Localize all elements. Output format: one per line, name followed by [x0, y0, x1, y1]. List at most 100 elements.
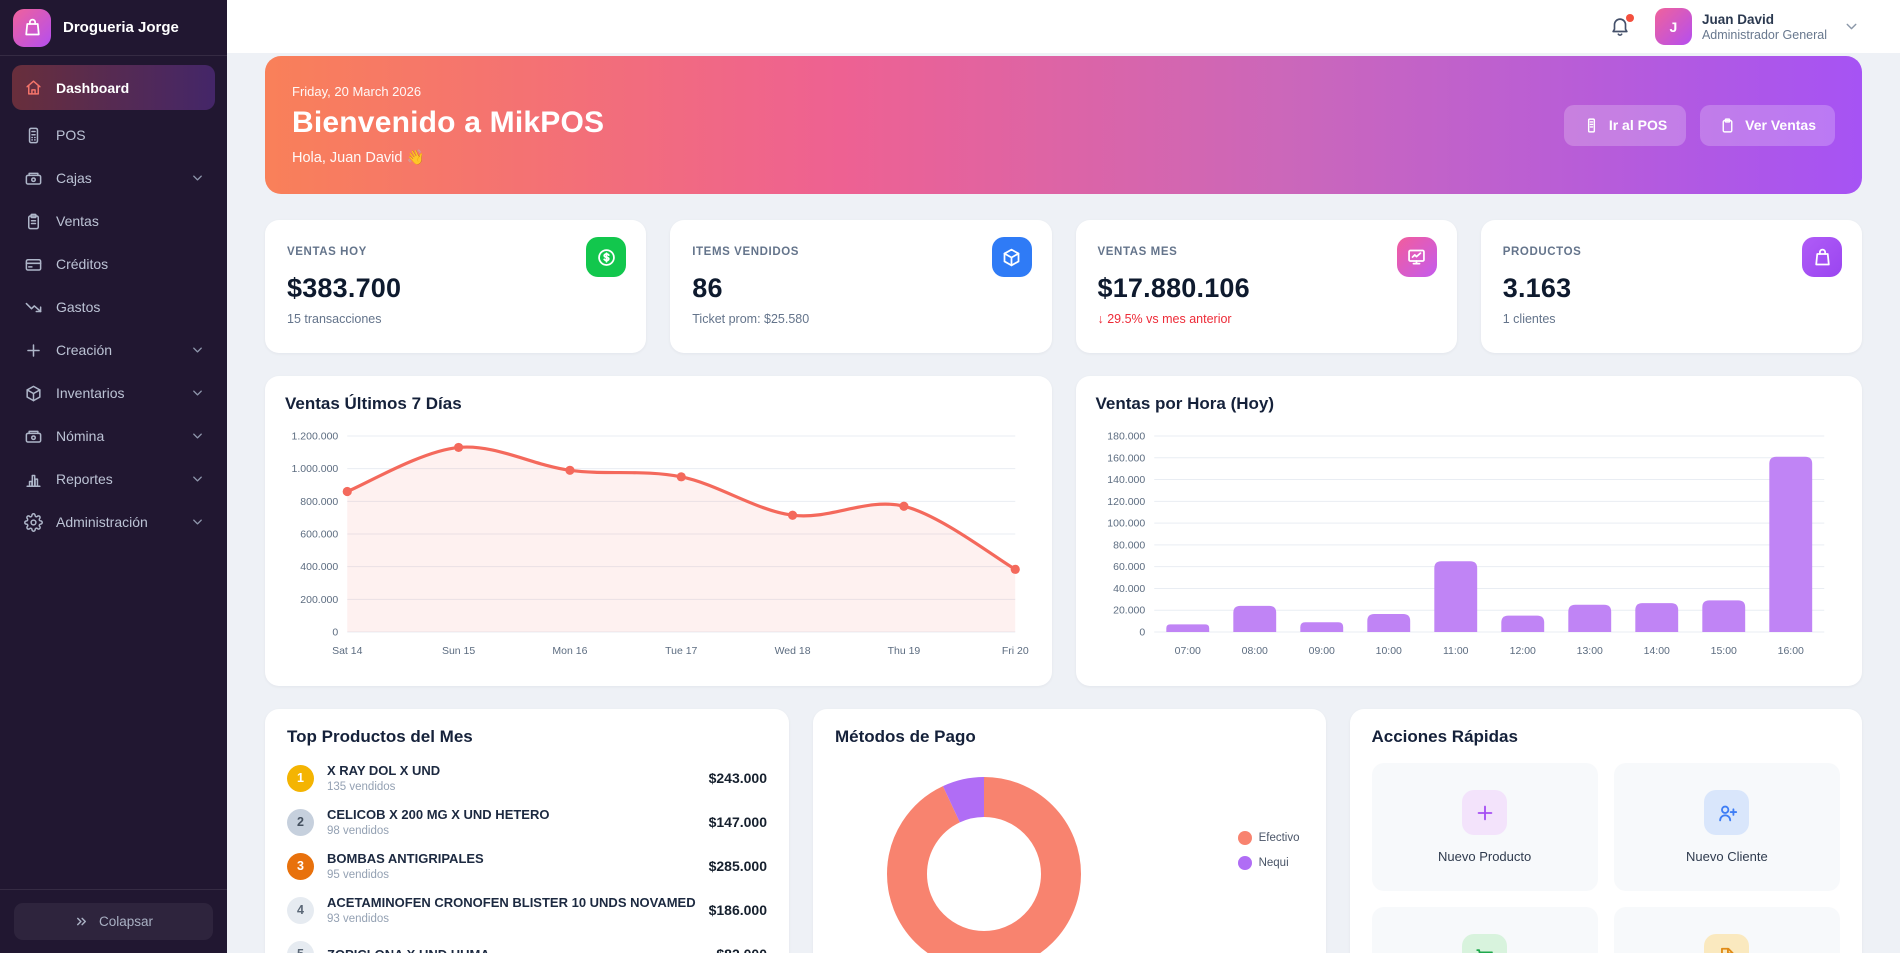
- svg-text:80.000: 80.000: [1113, 539, 1145, 551]
- sidebar-item-label: Gastos: [56, 299, 101, 315]
- product-price: $82.000: [716, 946, 767, 953]
- sidebar-item-cajas[interactable]: Cajas: [12, 158, 215, 198]
- product-info: ACETAMINOFEN CRONOFEN BLISTER 10 UNDS NO…: [327, 895, 696, 925]
- svg-text:15:00: 15:00: [1710, 645, 1736, 657]
- top-products-title: Top Productos del Mes: [287, 727, 473, 746]
- ver-ventas-button[interactable]: Ver Ventas: [1700, 104, 1835, 146]
- svg-text:Wed 18: Wed 18: [775, 645, 811, 657]
- shopping-bag-logo-icon: [13, 8, 51, 47]
- main-area: J Juan David Administrador General Frida…: [227, 0, 1900, 953]
- svg-text:0: 0: [1139, 627, 1145, 639]
- product-sold-count: 95 vendidos: [327, 869, 390, 881]
- brand: Drogueria Jorge: [0, 0, 227, 56]
- svg-text:13:00: 13:00: [1576, 645, 1602, 657]
- sidebar-item-pos[interactable]: POS: [12, 115, 215, 155]
- quick-actions-title: Acciones Rápidas: [1371, 727, 1518, 746]
- product-name: ACETAMINOFEN CRONOFEN BLISTER 10 UNDS NO…: [327, 895, 696, 910]
- svg-text:10:00: 10:00: [1375, 645, 1401, 657]
- sidebar-item-reportes[interactable]: Reportes: [12, 459, 215, 499]
- user-plus-icon: [1704, 790, 1750, 835]
- sidebar-item-creditos[interactable]: Créditos: [12, 244, 215, 284]
- notifications-button[interactable]: [1609, 13, 1634, 39]
- rank-badge: 4: [287, 896, 314, 924]
- svg-text:20.000: 20.000: [1113, 605, 1145, 617]
- user-menu[interactable]: J Juan David Administrador General: [1654, 8, 1860, 45]
- line-chart-title: Ventas Últimos 7 Días: [285, 394, 462, 413]
- notification-dot: [1625, 13, 1634, 22]
- sidebar-item-dashboard[interactable]: Dashboard: [12, 65, 215, 110]
- product-price: $243.000: [708, 770, 767, 786]
- welcome-banner: Friday, 20 March 2026 Bienvenido a MikPO…: [265, 56, 1862, 194]
- stat-value: 3.163: [1502, 273, 1572, 303]
- stat-value: 86: [692, 273, 723, 303]
- nuevo-cliente-button[interactable]: Nuevo Cliente: [1613, 763, 1840, 891]
- nuevo-producto-button[interactable]: Nuevo Producto: [1371, 763, 1598, 891]
- product-price: $147.000: [708, 814, 767, 830]
- legend-label: Efectivo: [1258, 832, 1300, 844]
- user-meta: Juan David Administrador General: [1702, 12, 1827, 42]
- top-products-list: 1 X RAY DOL X UND 135 vendidos $243.000 2 CEL…: [287, 759, 767, 953]
- bag-icon: [1802, 237, 1842, 277]
- payment-methods-title: Métodos de Pago: [835, 727, 976, 746]
- credit-card-icon: [24, 255, 43, 274]
- collapse-sidebar-button[interactable]: Colapsar: [14, 903, 213, 940]
- sidebar-item-label: POS: [56, 127, 86, 143]
- user-name: Juan David: [1701, 11, 1774, 27]
- product-sold-count: 98 vendidos: [327, 825, 390, 837]
- product-name: X RAY DOL X UND: [327, 763, 441, 778]
- chevron-down-icon: [190, 343, 205, 358]
- sidebar-item-label: Créditos: [56, 256, 109, 272]
- product-row: 4 ACETAMINOFEN CRONOFEN BLISTER 10 UNDS N…: [287, 891, 767, 929]
- bar-chart: 0 20.000 40.000 60.000 80.000 100.000 120.000 1…: [1096, 420, 1843, 664]
- sidebar-item-administracion[interactable]: Administración: [12, 502, 215, 542]
- ir-al-pos-button[interactable]: Ir al POS: [1563, 104, 1687, 146]
- svg-text:100.000: 100.000: [1107, 518, 1145, 530]
- rank-badge: 2: [287, 808, 314, 836]
- sidebar-item-label: Nómina: [56, 428, 105, 444]
- button-label: Ir al POS: [1608, 117, 1668, 133]
- svg-text:0: 0: [332, 627, 338, 639]
- svg-text:400.000: 400.000: [300, 561, 338, 573]
- svg-text:60.000: 60.000: [1113, 561, 1145, 573]
- bar-chart-card: Ventas por Hora (Hoy) 0 20.000 40.000 60.00…: [1075, 376, 1862, 686]
- cart-icon: [1462, 934, 1508, 953]
- sidebar-item-label: Dashboard: [56, 79, 130, 96]
- cube-icon: [991, 237, 1032, 277]
- line-chart-card: Ventas Últimos 7 Días 0 200.000 400.000 600…: [265, 376, 1052, 686]
- stat-value: $383.700: [287, 273, 402, 303]
- stat-value: $17.880.106: [1097, 273, 1250, 303]
- svg-text:Sun 15: Sun 15: [442, 645, 475, 657]
- banner-actions: Ir al POS Ver Ventas: [1563, 104, 1835, 146]
- svg-text:Sat 14: Sat 14: [332, 645, 363, 657]
- plus-icon: [1462, 790, 1508, 835]
- sidebar-nav: Dashboard POS Cajas Ventas Créditos Gastos Cre…: [0, 56, 227, 889]
- plus-icon: [24, 341, 43, 360]
- user-role: Administrador General: [1701, 27, 1827, 42]
- sidebar-item-label: Inventarios: [56, 385, 125, 401]
- stat-sub: Ticket prom: $25.580: [692, 312, 810, 326]
- chevron-down-icon: [190, 472, 205, 487]
- product-name: ZOPICLONA X UND HUMA: [327, 947, 703, 953]
- svg-text:09:00: 09:00: [1308, 645, 1334, 657]
- product-name: CELICOB X 200 MG X UND HETERO: [327, 807, 550, 822]
- product-price: $285.000: [708, 858, 767, 874]
- sidebar-item-creacion[interactable]: Creación: [12, 330, 215, 370]
- svg-text:140.000: 140.000: [1107, 474, 1145, 486]
- sidebar-item-inventarios[interactable]: Inventarios: [12, 373, 215, 413]
- quick-actions-grid: Nuevo Producto Nuevo Cliente Nueva Compra V…: [1371, 763, 1840, 953]
- svg-text:1.200.000: 1.200.000: [292, 431, 339, 443]
- sidebar: Drogueria Jorge Dashboard POS Cajas Ventas C…: [0, 0, 227, 953]
- nueva-compra-button[interactable]: Nueva Compra: [1371, 907, 1598, 953]
- sidebar-item-gastos[interactable]: Gastos: [12, 287, 215, 327]
- product-info: X RAY DOL X UND 135 vendidos: [327, 763, 696, 793]
- sidebar-item-nomina[interactable]: Nómina: [12, 416, 215, 456]
- legend-item-efectivo: Efectivo: [1237, 831, 1300, 845]
- ver-reportes-button[interactable]: Ver Reportes: [1613, 907, 1840, 953]
- svg-text:Tue 17: Tue 17: [665, 645, 697, 657]
- svg-text:600.000: 600.000: [300, 529, 338, 541]
- sidebar-item-ventas[interactable]: Ventas: [12, 201, 215, 241]
- svg-text:12:00: 12:00: [1509, 645, 1535, 657]
- receipt-icon: [1583, 117, 1600, 134]
- legend-item-nequi: Nequi: [1237, 856, 1300, 870]
- product-info: BOMBAS ANTIGRIPALES 95 vendidos: [327, 851, 696, 881]
